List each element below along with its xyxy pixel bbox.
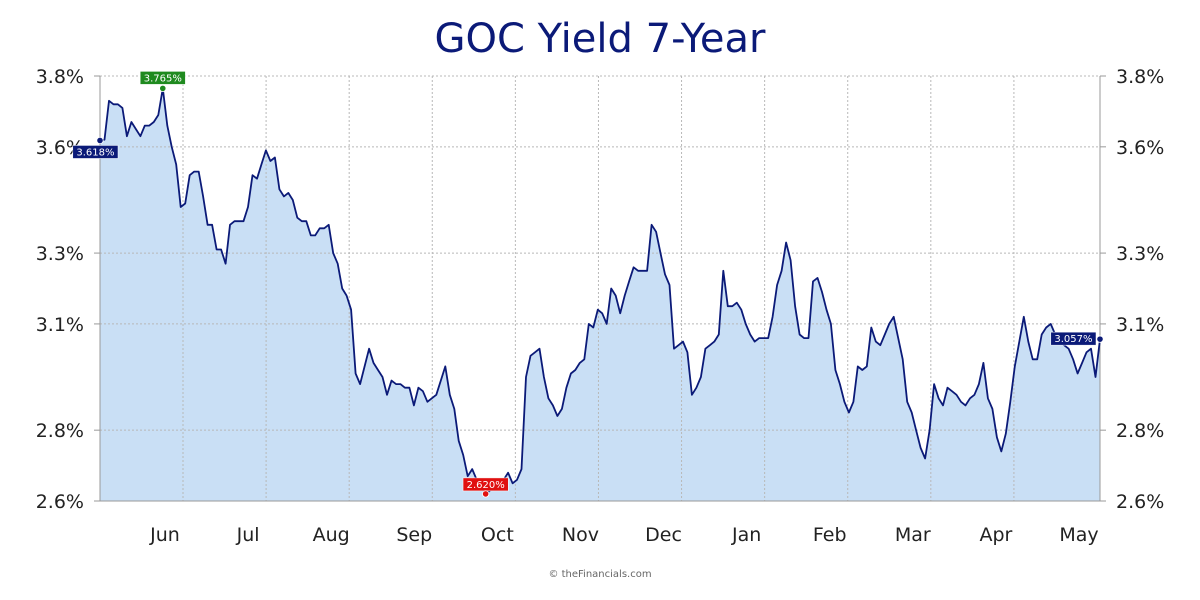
y-tick-label-right: 3.3% [1116, 243, 1164, 265]
high-callout-label: 3.765% [144, 73, 182, 84]
x-tick-label-sep: Sep [396, 524, 432, 546]
y-tick-label-left: 2.6% [36, 491, 84, 513]
y-tick-label-left: 3.8% [36, 66, 84, 88]
x-tick-label-aug: Aug [313, 524, 350, 546]
y-tick-label-left: 3.1% [36, 314, 84, 336]
low-callout-group: 2.620% [462, 477, 509, 498]
x-tick-label-mar: Mar [895, 524, 931, 546]
y-tick-label-left: 2.8% [36, 420, 84, 442]
series-line [99, 87, 1101, 495]
x-tick-label-apr: Apr [979, 524, 1012, 546]
x-tick-label-may: May [1059, 524, 1098, 546]
y-tick-label-right: 2.6% [1116, 491, 1164, 513]
x-tick-label-jan: Jan [731, 524, 761, 546]
start-callout-marker [96, 136, 104, 145]
chart-title: GOC Yield 7-Year [434, 16, 766, 62]
x-tick-label-nov: Nov [562, 524, 599, 546]
watermark: © theFinancials.com [548, 569, 652, 580]
end-callout-label: 3.057% [1054, 334, 1092, 345]
x-tick-label-feb: Feb [813, 524, 847, 546]
low-callout-marker [482, 490, 490, 498]
y-tick-label-right: 3.8% [1116, 66, 1164, 88]
x-tick-label-oct: Oct [481, 524, 514, 546]
high-callout-group: 3.765% [139, 71, 186, 92]
end-callout-group: 3.057% [1050, 331, 1104, 346]
x-tick-label-jul: Jul [236, 524, 260, 546]
y-tick-label-right: 3.6% [1116, 137, 1164, 159]
end-callout-box [1050, 331, 1097, 346]
y-tick-label-right: 2.8% [1116, 420, 1164, 442]
y-tick-label-right: 3.1% [1116, 314, 1164, 336]
end-callout-marker [1096, 335, 1104, 343]
start-callout-label: 3.618% [76, 147, 114, 158]
y-tick-label-left: 3.3% [36, 243, 84, 265]
x-tick-label-jun: Jun [149, 524, 180, 546]
start-callout-box [72, 145, 119, 159]
high-callout-marker [159, 84, 167, 92]
x-tick-label-dec: Dec [645, 524, 682, 546]
low-callout-label: 2.620% [467, 480, 505, 491]
series-area [100, 88, 1100, 502]
y-tick-label-left: 3.6% [36, 137, 84, 159]
start-callout-group: 3.618% [72, 136, 119, 159]
high-callout-box [139, 71, 186, 85]
